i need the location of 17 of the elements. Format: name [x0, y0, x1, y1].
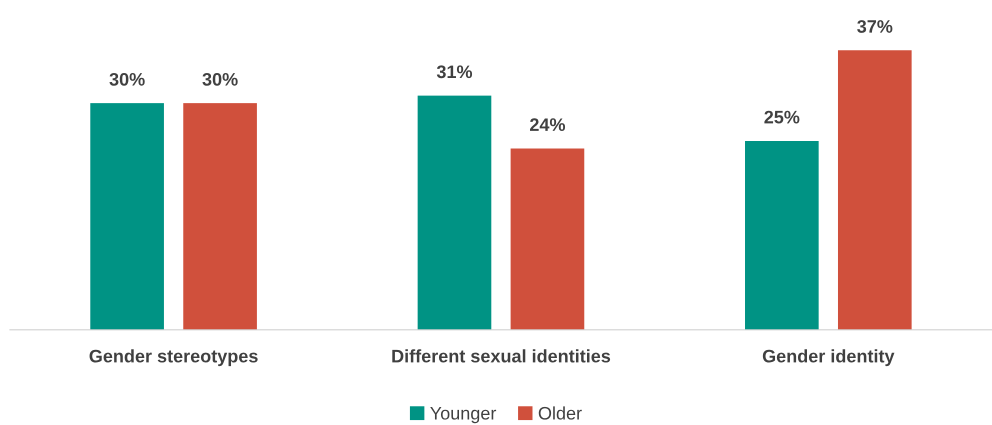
data-label: 37% [857, 20, 892, 33]
x-tick-label: Different sexual identities [392, 349, 610, 363]
bar [90, 103, 164, 330]
x-tick-label: Gender identity [762, 349, 894, 366]
bar [510, 148, 584, 330]
legend-label: Older [538, 406, 582, 420]
data-label: 30% [109, 72, 145, 86]
data-label: 30% [202, 72, 238, 86]
data-label: 24% [530, 118, 566, 132]
bar [838, 50, 912, 330]
x-tick-label: Gender stereotypes [90, 349, 258, 366]
bar [183, 103, 257, 330]
bar [418, 96, 492, 330]
data-label: 31% [436, 65, 472, 78]
data-label: 25% [764, 110, 800, 124]
legend-label: Younger [430, 407, 496, 424]
bar [745, 140, 819, 330]
